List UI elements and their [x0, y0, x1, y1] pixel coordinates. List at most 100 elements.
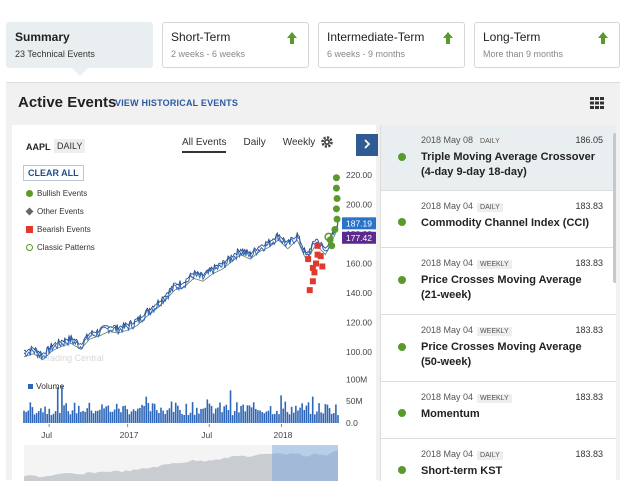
volume-tick-label: 0.0 — [346, 418, 358, 428]
legend-bullish[interactable]: Bullish Events — [26, 185, 95, 203]
tab-weekly[interactable]: Weekly — [282, 137, 316, 148]
card-subtitle: More than 9 months — [483, 49, 564, 59]
volume-bar — [29, 402, 32, 423]
volume-bar — [44, 406, 46, 423]
volume-bar — [183, 414, 185, 423]
volume-bar — [265, 411, 268, 423]
volume-bar — [225, 404, 228, 423]
volume-bar — [276, 410, 278, 423]
volume-bar — [307, 402, 310, 423]
chart-tabs: All Events Daily Weekly — [182, 137, 332, 153]
volume-bar — [202, 408, 204, 423]
other-diamond-icon — [25, 207, 34, 216]
bearish-square-icon — [26, 226, 33, 234]
events-list: 2018 May 08 DAILY 186.05 Triple Moving Av… — [380, 125, 616, 481]
bullish-dot-icon — [398, 276, 406, 284]
view-historical-events-link[interactable]: VIEW HISTORICAL EVENTS — [115, 98, 239, 108]
card-subtitle: 6 weeks - 9 months — [327, 49, 406, 59]
volume-bar — [46, 413, 48, 423]
volume-bar — [263, 413, 266, 423]
volume-bar — [330, 413, 333, 423]
volume-bar — [170, 401, 173, 423]
volume-bar — [143, 405, 145, 423]
volume-bar — [326, 404, 329, 423]
price-badge-label: 187.19 — [346, 218, 372, 228]
volume-bar — [196, 407, 198, 423]
price-chart[interactable]: Trading Central220.00200.00180.00160.001… — [12, 125, 376, 481]
volume-bar — [166, 410, 169, 423]
legend-bearish[interactable]: Bearish Events — [26, 221, 95, 239]
bullish-event-marker — [332, 184, 340, 192]
tab-daily[interactable]: Daily — [243, 137, 266, 148]
volume-bar — [320, 412, 322, 423]
event-price: 183.83 — [575, 325, 603, 335]
volume-bar — [130, 411, 133, 423]
bullish-dot-icon — [398, 343, 406, 351]
volume-bar — [54, 411, 57, 423]
bullish-event-marker — [332, 205, 340, 213]
grid-view-icon[interactable] — [590, 97, 604, 109]
summary-card[interactable]: Summary 23 Technical Events — [6, 22, 153, 68]
price-badge — [342, 231, 376, 244]
volume-bar — [332, 413, 335, 423]
event-item[interactable]: 2018 May 04 DAILY 183.83 Commodity Channe… — [381, 191, 616, 248]
volume-bar — [90, 410, 93, 423]
event-item[interactable]: 2018 May 08 DAILY 186.05 Triple Moving Av… — [381, 125, 616, 191]
volume-tick-label: 100M — [346, 374, 367, 384]
volume-bar — [99, 409, 101, 423]
volume-bar — [309, 413, 312, 423]
event-date: 2018 May 04 DAILY — [421, 201, 503, 212]
y-tick-label: 200.00 — [346, 199, 372, 209]
volume-bar — [238, 412, 240, 423]
tab-all-events[interactable]: All Events — [182, 137, 227, 153]
volume-bar — [172, 411, 175, 423]
volume-bar — [233, 411, 236, 423]
event-item[interactable]: 2018 May 04 WEEKLY 183.83 Price Crosses M… — [381, 248, 616, 315]
volume-bar — [210, 405, 213, 423]
navigator-range-selector — [272, 445, 338, 481]
volume-tick-label: 50M — [346, 396, 363, 406]
event-item[interactable]: 2018 May 04 WEEKLY 183.83 Price Crosses M… — [381, 315, 616, 382]
event-item[interactable]: 2018 May 04 WEEKLY 183.83 Momentum — [381, 382, 616, 439]
bearish-event-marker — [314, 242, 321, 249]
legend-classic[interactable]: Classic Patterns — [26, 239, 95, 257]
volume-bar — [48, 408, 51, 423]
event-price: 183.83 — [575, 449, 603, 459]
gear-icon[interactable] — [320, 135, 334, 149]
intermediate-term-card[interactable]: Intermediate-Term 6 weeks - 9 months — [318, 22, 465, 68]
legend-other[interactable]: Other Events — [25, 203, 95, 221]
volume-bar — [139, 407, 141, 423]
volume-bar — [204, 407, 207, 423]
frequency-badge: DAILY — [54, 139, 86, 153]
volume-bar — [223, 406, 226, 423]
volume-bar — [82, 410, 84, 423]
volume-bar — [149, 411, 152, 423]
volume-bar — [134, 410, 137, 423]
event-frequency-badge: DAILY — [477, 203, 503, 212]
event-item[interactable]: 2018 May 04 DAILY 183.83 Short-term KST — [381, 439, 616, 481]
volume-bar — [153, 403, 156, 423]
volume-bar — [107, 405, 110, 423]
bullish-event-marker — [333, 215, 341, 223]
volume-bar — [177, 405, 179, 423]
volume-bar — [280, 395, 282, 423]
volume-bar — [255, 409, 257, 423]
volume-bar — [42, 412, 44, 423]
volume-bar — [111, 411, 114, 423]
volume-bar — [189, 412, 192, 423]
clear-all-button[interactable]: CLEAR ALL — [23, 165, 84, 181]
x-tick-label: Jul — [41, 430, 52, 440]
bearish-event-marker — [314, 251, 321, 258]
event-legend: Bullish Events Other Events Bearish Even… — [25, 185, 95, 257]
volume-bar — [52, 413, 55, 423]
short-term-card[interactable]: Short-Term 2 weeks - 6 weeks — [162, 22, 309, 68]
selected-card-pointer — [72, 68, 88, 76]
events-scrollbar[interactable] — [613, 133, 616, 283]
card-subtitle: 2 weeks - 6 weeks — [171, 49, 246, 59]
y-tick-label: 100.00 — [346, 347, 372, 357]
bearish-event-marker — [309, 264, 316, 271]
volume-bar — [314, 414, 316, 423]
volume-bar — [155, 410, 158, 423]
collapse-chart-button[interactable] — [356, 134, 378, 156]
long-term-card[interactable]: Long-Term More than 9 months — [474, 22, 620, 68]
